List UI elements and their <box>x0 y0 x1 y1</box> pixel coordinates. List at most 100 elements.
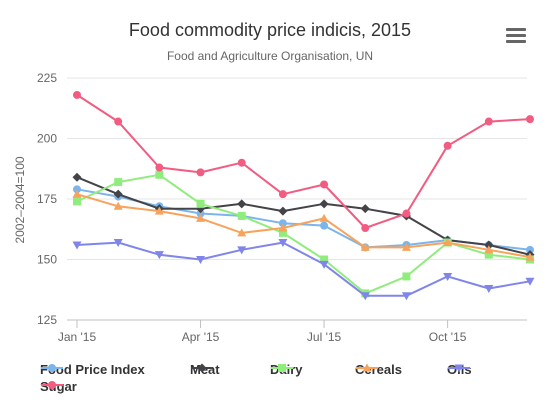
data-point-cereals[interactable] <box>196 213 206 222</box>
data-point-food-price-index[interactable] <box>525 245 534 254</box>
data-point-cereals[interactable] <box>319 213 329 222</box>
y-axis-label: 2002–2004=100 <box>13 156 27 243</box>
chart-menu-button[interactable] <box>506 28 526 44</box>
series-line-oils[interactable] <box>76 241 531 297</box>
x-tick-label: Apr '15 <box>182 330 220 344</box>
data-point-oils[interactable] <box>237 246 247 255</box>
legend-marker-oils[interactable] <box>454 364 464 373</box>
chart-title: Food commodity price indicis, 2015 <box>128 20 412 40</box>
hamburger-icon-line <box>506 40 526 43</box>
data-point-meat[interactable] <box>113 189 123 199</box>
data-point-sugar[interactable] <box>361 224 370 233</box>
y-tick-label: 200 <box>37 132 57 146</box>
data-point-meat[interactable] <box>278 206 288 216</box>
data-point-cereals[interactable] <box>154 206 164 215</box>
data-point-dairy[interactable] <box>155 170 164 179</box>
legend-symbol-food-price-index <box>41 364 63 372</box>
data-point-cereals[interactable] <box>360 242 370 251</box>
legend-item-dairy[interactable]: Dairy <box>270 362 303 377</box>
data-point-dairy[interactable] <box>278 228 287 237</box>
legend-symbol-dairy <box>271 364 293 372</box>
data-point-sugar[interactable] <box>237 158 246 167</box>
data-point-oils[interactable] <box>319 260 329 269</box>
data-point-sugar[interactable] <box>278 190 287 199</box>
data-point-sugar[interactable] <box>484 117 493 126</box>
series-line-dairy[interactable] <box>76 173 531 295</box>
data-point-cereals[interactable] <box>237 228 247 237</box>
data-point-dairy[interactable] <box>73 197 81 206</box>
data-point-oils[interactable] <box>196 256 206 264</box>
legend-marker-meat[interactable] <box>197 363 207 373</box>
data-point-sugar[interactable] <box>155 163 164 172</box>
legend-item-meat[interactable]: Meat <box>190 362 220 377</box>
series-food-price-index <box>73 185 534 254</box>
legend-item-cereals[interactable]: Cereals <box>355 362 402 377</box>
data-point-oils[interactable] <box>484 285 494 294</box>
data-point-oils[interactable] <box>113 239 123 248</box>
chart-subtitle: Food and Agriculture Organisation, UN <box>166 49 374 63</box>
series-line-meat[interactable] <box>76 176 531 256</box>
y-tick-label: 175 <box>37 192 57 206</box>
data-point-meat[interactable] <box>484 240 494 250</box>
legend-symbol-cereals <box>356 363 378 372</box>
data-point-food-price-index[interactable] <box>320 221 329 230</box>
data-point-dairy[interactable] <box>402 272 411 281</box>
x-tick-label: Oct '15 <box>429 330 467 344</box>
data-point-sugar[interactable] <box>402 209 411 218</box>
series-sugar <box>73 90 534 233</box>
legend-item-food-price-index[interactable]: Food Price Index <box>40 362 145 377</box>
legend-marker-dairy[interactable] <box>278 364 286 372</box>
x-tick-label: Jul '15 <box>307 330 342 344</box>
data-point-sugar[interactable] <box>196 168 205 177</box>
data-point-meat[interactable] <box>237 199 247 209</box>
data-point-food-price-index[interactable] <box>73 185 81 194</box>
data-point-dairy[interactable] <box>237 211 246 220</box>
legend-item-sugar[interactable]: Sugar <box>40 379 77 394</box>
data-point-food-price-index[interactable] <box>196 209 205 218</box>
data-point-cereals[interactable] <box>401 242 411 251</box>
data-point-oils[interactable] <box>443 272 453 281</box>
legend-marker-sugar[interactable] <box>48 381 56 389</box>
legend-symbol-oils <box>448 364 470 373</box>
data-point-sugar[interactable] <box>525 115 534 124</box>
data-point-cereals[interactable] <box>113 201 123 210</box>
data-point-food-price-index[interactable] <box>278 219 287 228</box>
data-point-dairy[interactable] <box>320 255 329 264</box>
legend-marker-food-price-index[interactable] <box>48 364 56 372</box>
x-tick-label: Jan '15 <box>58 330 97 344</box>
data-point-oils[interactable] <box>525 277 535 286</box>
data-point-sugar[interactable] <box>320 180 329 189</box>
series-line-food-price-index[interactable] <box>76 188 531 251</box>
data-point-oils[interactable] <box>401 292 411 301</box>
data-point-meat[interactable] <box>72 172 82 182</box>
data-point-dairy[interactable] <box>114 178 123 187</box>
data-point-cereals[interactable] <box>484 245 494 254</box>
data-point-dairy[interactable] <box>196 199 205 208</box>
data-point-sugar[interactable] <box>443 141 452 150</box>
legend-symbol-meat <box>191 363 213 373</box>
data-point-dairy[interactable] <box>484 250 493 259</box>
y-tick-label: 225 <box>37 71 57 85</box>
series-layer <box>72 90 535 301</box>
data-point-cereals[interactable] <box>525 252 535 261</box>
series-line-sugar[interactable] <box>76 94 531 229</box>
data-point-oils[interactable] <box>360 292 370 301</box>
data-point-sugar[interactable] <box>73 90 81 99</box>
data-point-meat[interactable] <box>319 199 329 209</box>
y-tick-label: 125 <box>37 313 57 327</box>
legend-item-oils[interactable]: Oils <box>447 362 472 377</box>
legend-symbol-sugar <box>41 381 63 389</box>
data-point-cereals[interactable] <box>443 238 453 247</box>
data-point-oils[interactable] <box>154 251 164 260</box>
data-point-cereals[interactable] <box>278 223 288 232</box>
legend-marker-cereals[interactable] <box>362 363 372 372</box>
data-point-oils[interactable] <box>278 239 288 248</box>
legend-label: Food Price Index <box>40 362 145 377</box>
data-point-oils[interactable] <box>72 241 82 250</box>
series-line-cereals[interactable] <box>76 193 531 259</box>
data-point-cereals[interactable] <box>72 189 82 198</box>
data-point-meat[interactable] <box>360 204 370 214</box>
data-point-sugar[interactable] <box>114 117 123 126</box>
grid-lines <box>67 77 527 321</box>
